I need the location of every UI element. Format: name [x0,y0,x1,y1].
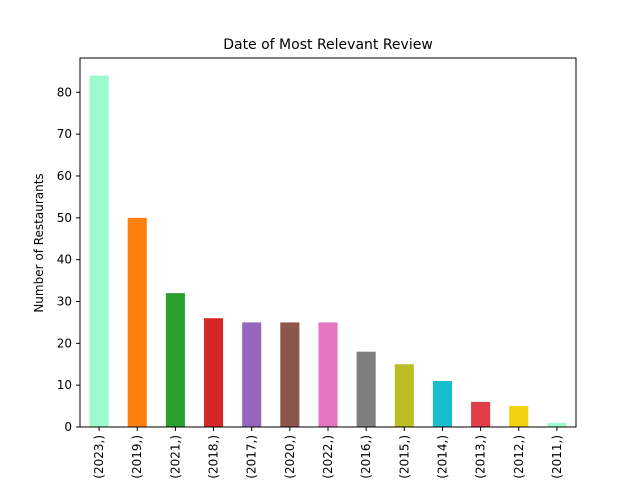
x-tick-label-6: (2022,) [321,435,335,479]
x-tick-label-4: (2017,) [245,435,259,479]
y-tick-label-1: 10 [57,378,72,392]
bar-10 [471,401,491,427]
y-tick-label-8: 80 [57,85,72,99]
plot-frame [79,57,577,428]
x-tick-label-12: (2011,) [550,435,564,479]
y-axis-label: Number of Restaurants [32,173,46,312]
y-tick-label-3: 30 [57,294,72,308]
bar-2 [165,293,185,427]
bar-4 [242,322,262,427]
y-tick-label-6: 60 [57,169,72,183]
bar-8 [394,364,414,427]
bar-9 [432,380,452,427]
bar-7 [356,351,376,427]
bar-0 [89,75,109,428]
x-tick-label-1: (2019,) [130,435,144,479]
x-tick-label-10: (2013,) [474,435,488,479]
y-tick-label-5: 50 [57,211,72,225]
bar-3 [204,318,224,427]
x-axis: (2023,) (2019,) (2021,) (2018,) (2017,) (2020… [92,427,564,479]
x-tick-label-7: (2016,) [359,435,373,479]
x-tick-label-2: (2021,) [168,435,182,479]
y-tick-label-0: 0 [64,420,72,434]
y-tick-label-4: 40 [57,253,72,267]
x-tick-label-3: (2018,) [207,435,221,479]
bar-6 [318,322,338,427]
bar-1 [127,217,147,427]
y-tick-label-2: 20 [57,336,72,350]
x-tick-label-8: (2015,) [397,435,411,479]
bar-5 [280,322,300,427]
chart-title: Date of Most Relevant Review [223,37,433,53]
y-tick-label-7: 70 [57,127,72,141]
bar-12 [547,422,567,427]
x-tick-label-0: (2023,) [92,435,106,479]
x-tick-label-9: (2014,) [435,435,449,479]
x-tick-label-5: (2020,) [283,435,297,479]
x-tick-label-11: (2012,) [512,435,526,479]
y-axis: 0 10 20 30 40 50 60 70 80 [57,85,80,434]
bars-group [89,75,567,428]
bar-11 [509,406,529,427]
